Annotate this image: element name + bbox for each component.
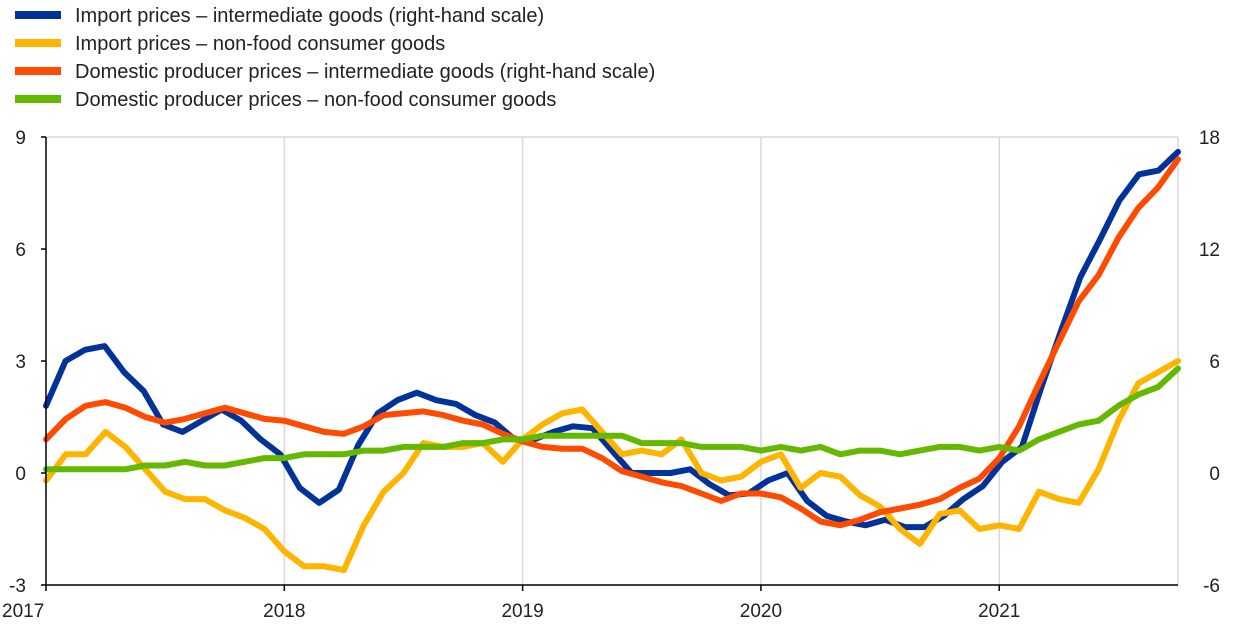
series-line-3 [43,156,1181,529]
y-tick-left-label: 9 [15,128,26,149]
y-tick-left-label: 3 [15,352,26,373]
legend: Import prices – intermediate goods (righ… [15,5,655,111]
series-line-2 [43,358,1181,574]
x-tick-label: 2021 [978,601,1020,622]
y-tick-left-label: 6 [15,240,26,261]
legend-label-3: Domestic producer prices – intermediate … [75,61,655,83]
chart-grid [46,136,1179,585]
chart-series [43,148,1181,574]
y-tick-right-label: -6 [1203,576,1220,597]
y-tick-right-label: 0 [1209,464,1220,485]
series-line-4 [43,365,1181,473]
y-tick-right-label: 12 [1199,240,1220,261]
legend-label-4: Domestic producer prices – non-food cons… [75,89,556,111]
x-tick-label: 2020 [740,601,782,622]
legend-label-1: Import prices – intermediate goods (righ… [75,5,544,27]
x-tick-label: 2018 [263,601,305,622]
series-line-1 [43,148,1181,531]
x-tick-label: 2017 [2,601,44,622]
y-tick-left-label: -3 [9,576,26,597]
y-tick-right-label: 18 [1199,128,1220,149]
y-tick-left-label: 0 [15,464,26,485]
x-tick-label: 2019 [501,601,543,622]
y-tick-right-label: 6 [1209,352,1220,373]
legend-label-2: Import prices – non-food consumer goods [75,33,445,55]
chart-axes: -3 0 3 6 9 -6 0 6 12 18 2017 2018 2019 2020 2021 [2,128,1220,622]
